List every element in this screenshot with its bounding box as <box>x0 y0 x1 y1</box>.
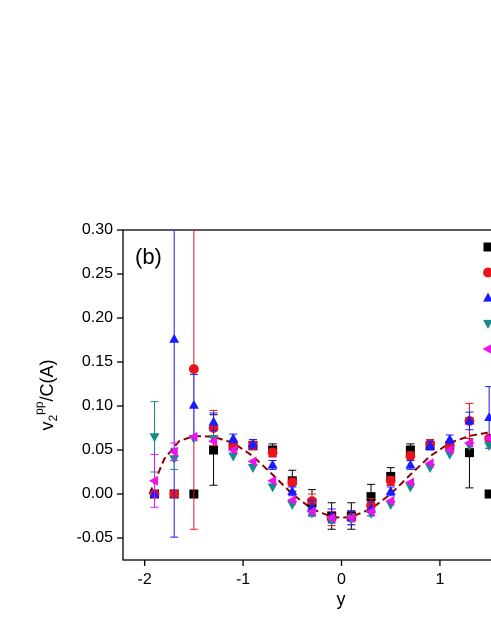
data-point <box>287 485 298 495</box>
data-point <box>345 512 355 523</box>
data-point <box>247 464 258 473</box>
data-point <box>326 512 336 523</box>
y-tick-label: 0.25 <box>82 265 113 282</box>
data-point <box>227 445 237 455</box>
data-point <box>405 445 415 455</box>
data-point <box>267 447 278 458</box>
data-point <box>149 433 160 443</box>
data-point <box>444 434 455 444</box>
data-point <box>208 416 219 426</box>
fit-curve <box>148 431 490 519</box>
annotation: (b) <box>135 244 162 269</box>
data-point <box>365 506 375 517</box>
data-point <box>444 445 454 455</box>
data-point <box>385 485 396 495</box>
y-tick-label: 0.20 <box>82 309 113 326</box>
data-point <box>286 495 296 506</box>
data-point <box>169 333 180 343</box>
data-point <box>366 492 376 502</box>
data-point <box>247 438 258 448</box>
data-point <box>425 440 436 450</box>
data-point <box>424 458 434 469</box>
data-point <box>228 452 239 462</box>
data-point <box>209 445 219 455</box>
data-point <box>247 456 257 467</box>
y-tick-label: 0.00 <box>82 485 113 502</box>
x-tick-label: -1 <box>236 571 250 588</box>
legend-marker <box>483 267 491 278</box>
data-point <box>267 483 278 493</box>
y-tick-label: 0.05 <box>82 441 113 458</box>
data-point <box>149 475 159 486</box>
x-axis-label: y <box>337 589 346 609</box>
y-label-sup: pp <box>32 401 46 415</box>
data-point <box>385 475 396 486</box>
y-label-base: v <box>37 422 57 431</box>
data-point <box>287 477 298 488</box>
data-point <box>267 459 278 469</box>
data-point <box>168 446 178 457</box>
y-tick-label: 0.10 <box>82 397 113 414</box>
legend-marker <box>482 344 491 354</box>
plot-frame <box>122 229 491 561</box>
legend-marker <box>483 242 491 252</box>
y-label-rest: /C(A) <box>37 359 57 401</box>
data-point <box>228 433 239 443</box>
legend-marker <box>483 319 491 329</box>
y-tick-label: 0.15 <box>82 353 113 370</box>
data-point <box>208 436 218 447</box>
data-point <box>188 431 198 442</box>
data-point <box>188 364 199 374</box>
plot-area <box>148 230 491 538</box>
data-point <box>464 415 475 425</box>
data-point <box>404 477 414 488</box>
y-tick-label: -0.05 <box>77 529 114 546</box>
data-point <box>484 489 491 499</box>
data-point <box>484 412 491 422</box>
x-tick-label: 0 <box>337 571 346 588</box>
data-point <box>483 434 491 443</box>
legend-marker <box>483 292 491 302</box>
x-tick-label: -2 <box>138 571 152 588</box>
data-point <box>464 448 474 458</box>
data-point <box>464 438 474 448</box>
y-label-sub: 2 <box>46 415 60 422</box>
x-tick-label: 1 <box>435 571 444 588</box>
data-point <box>385 496 395 506</box>
data-point <box>405 459 416 469</box>
data-point <box>267 475 277 486</box>
data-point <box>188 399 199 409</box>
data-point <box>484 442 491 451</box>
data-point <box>306 506 316 517</box>
data-point <box>405 451 416 462</box>
y-tick-label: 0.30 <box>82 221 113 238</box>
y-axis-label: v2pp/C(A) <box>32 359 60 430</box>
